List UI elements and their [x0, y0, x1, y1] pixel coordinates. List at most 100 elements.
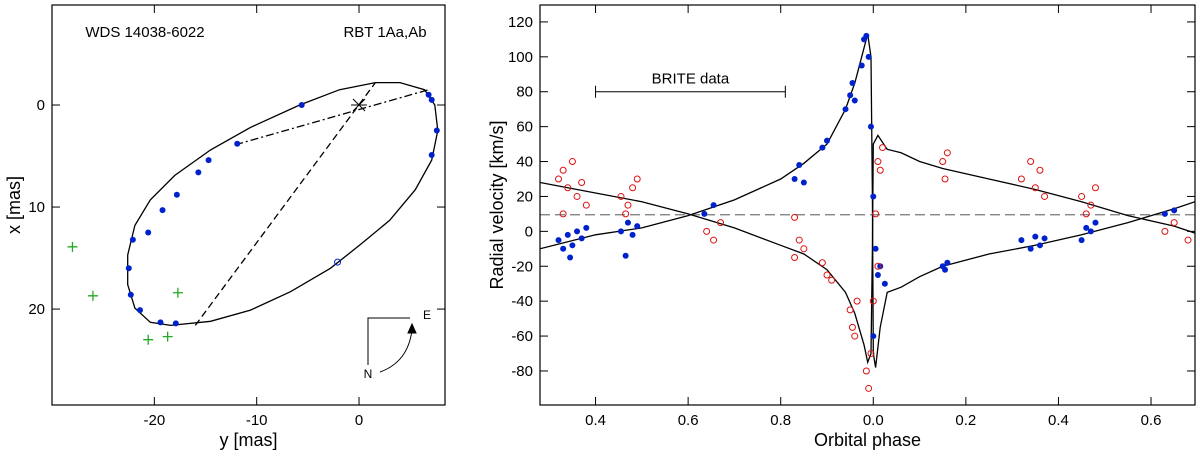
- point: [560, 245, 567, 252]
- y-tick-label: -40: [511, 293, 533, 310]
- annotation: N: [364, 367, 373, 381]
- point: [703, 227, 711, 235]
- point: [578, 178, 586, 186]
- point: [848, 323, 856, 331]
- point: [874, 262, 882, 270]
- x-tick-label: 0.4: [585, 412, 606, 429]
- point: [127, 291, 134, 298]
- point: [629, 184, 637, 192]
- point: [1082, 210, 1090, 218]
- bracket-label: BRITE data: [652, 71, 730, 88]
- point: [559, 166, 567, 174]
- point: [129, 236, 136, 243]
- point: [865, 53, 872, 60]
- point: [1161, 210, 1168, 217]
- point: [818, 259, 826, 267]
- point: [1087, 201, 1095, 209]
- point: [172, 287, 183, 298]
- point: [1041, 235, 1048, 242]
- point: [800, 245, 808, 253]
- point: [1078, 192, 1086, 200]
- y-tick-label: 0: [525, 223, 533, 240]
- x-tick-label: 0.0: [863, 412, 884, 429]
- point: [867, 350, 875, 358]
- point: [234, 140, 241, 147]
- x-tick-label: 0.6: [1141, 412, 1162, 429]
- point: [1031, 184, 1039, 192]
- point: [1092, 219, 1099, 226]
- point: [863, 32, 870, 39]
- point: [433, 127, 440, 134]
- y-axis-label: Radial velocity [km/s]: [487, 120, 507, 289]
- compass-arrowhead: [407, 322, 417, 334]
- point: [828, 276, 836, 284]
- compass-arrow: [379, 329, 413, 373]
- point: [851, 332, 859, 340]
- axes-frame: [51, 4, 446, 406]
- point: [428, 152, 435, 158]
- point: [853, 297, 861, 305]
- x-tick-label: 0.4: [1048, 412, 1069, 429]
- point: [862, 367, 870, 375]
- point: [1017, 175, 1025, 183]
- point: [559, 210, 567, 218]
- curve: [194, 82, 376, 326]
- compass: [367, 317, 417, 373]
- point: [791, 254, 799, 262]
- y-tick-label: -20: [511, 258, 533, 275]
- point: [879, 144, 887, 152]
- y-tick-label: 10: [28, 199, 45, 216]
- y-tick-label: -60: [511, 328, 533, 345]
- point: [877, 263, 884, 270]
- point: [1041, 192, 1049, 200]
- point: [334, 258, 342, 266]
- point: [874, 271, 881, 278]
- point: [162, 331, 173, 342]
- point: [573, 192, 581, 200]
- point: [1184, 236, 1192, 244]
- x-tick-label: -20: [144, 412, 166, 429]
- annotation: WDS 14038-6022: [85, 24, 204, 41]
- point: [1091, 184, 1099, 192]
- point: [564, 184, 572, 192]
- point: [874, 158, 882, 166]
- point: [710, 236, 718, 244]
- point: [633, 175, 641, 183]
- point: [617, 192, 625, 200]
- point: [791, 213, 799, 221]
- point: [555, 175, 563, 183]
- annotation: RBT 1Aa,Ab: [343, 24, 426, 41]
- point: [622, 210, 630, 218]
- axes-frame: [539, 4, 1196, 406]
- point: [1027, 245, 1034, 252]
- point: [872, 210, 880, 218]
- point: [939, 158, 947, 166]
- point: [159, 207, 166, 214]
- point: [881, 280, 888, 287]
- point: [567, 254, 574, 261]
- point: [823, 271, 831, 279]
- point: [870, 333, 877, 340]
- point: [425, 91, 432, 98]
- x-tick-label: 0.2: [955, 412, 976, 429]
- point: [823, 137, 830, 144]
- x-tick-label: 0.8: [770, 412, 791, 429]
- point: [1171, 207, 1178, 214]
- point: [173, 191, 180, 198]
- y-tick-label: -80: [511, 363, 533, 380]
- point: [1027, 158, 1035, 166]
- point: [569, 242, 576, 249]
- point: [849, 80, 856, 87]
- point: [629, 231, 636, 238]
- point: [1036, 166, 1044, 174]
- point: [867, 123, 874, 130]
- point: [137, 307, 144, 314]
- point: [125, 265, 132, 272]
- point: [1018, 237, 1025, 244]
- y-tick-label: 20: [28, 301, 45, 318]
- point: [172, 320, 179, 327]
- point: [865, 384, 873, 392]
- point: [67, 241, 78, 252]
- point: [717, 219, 725, 227]
